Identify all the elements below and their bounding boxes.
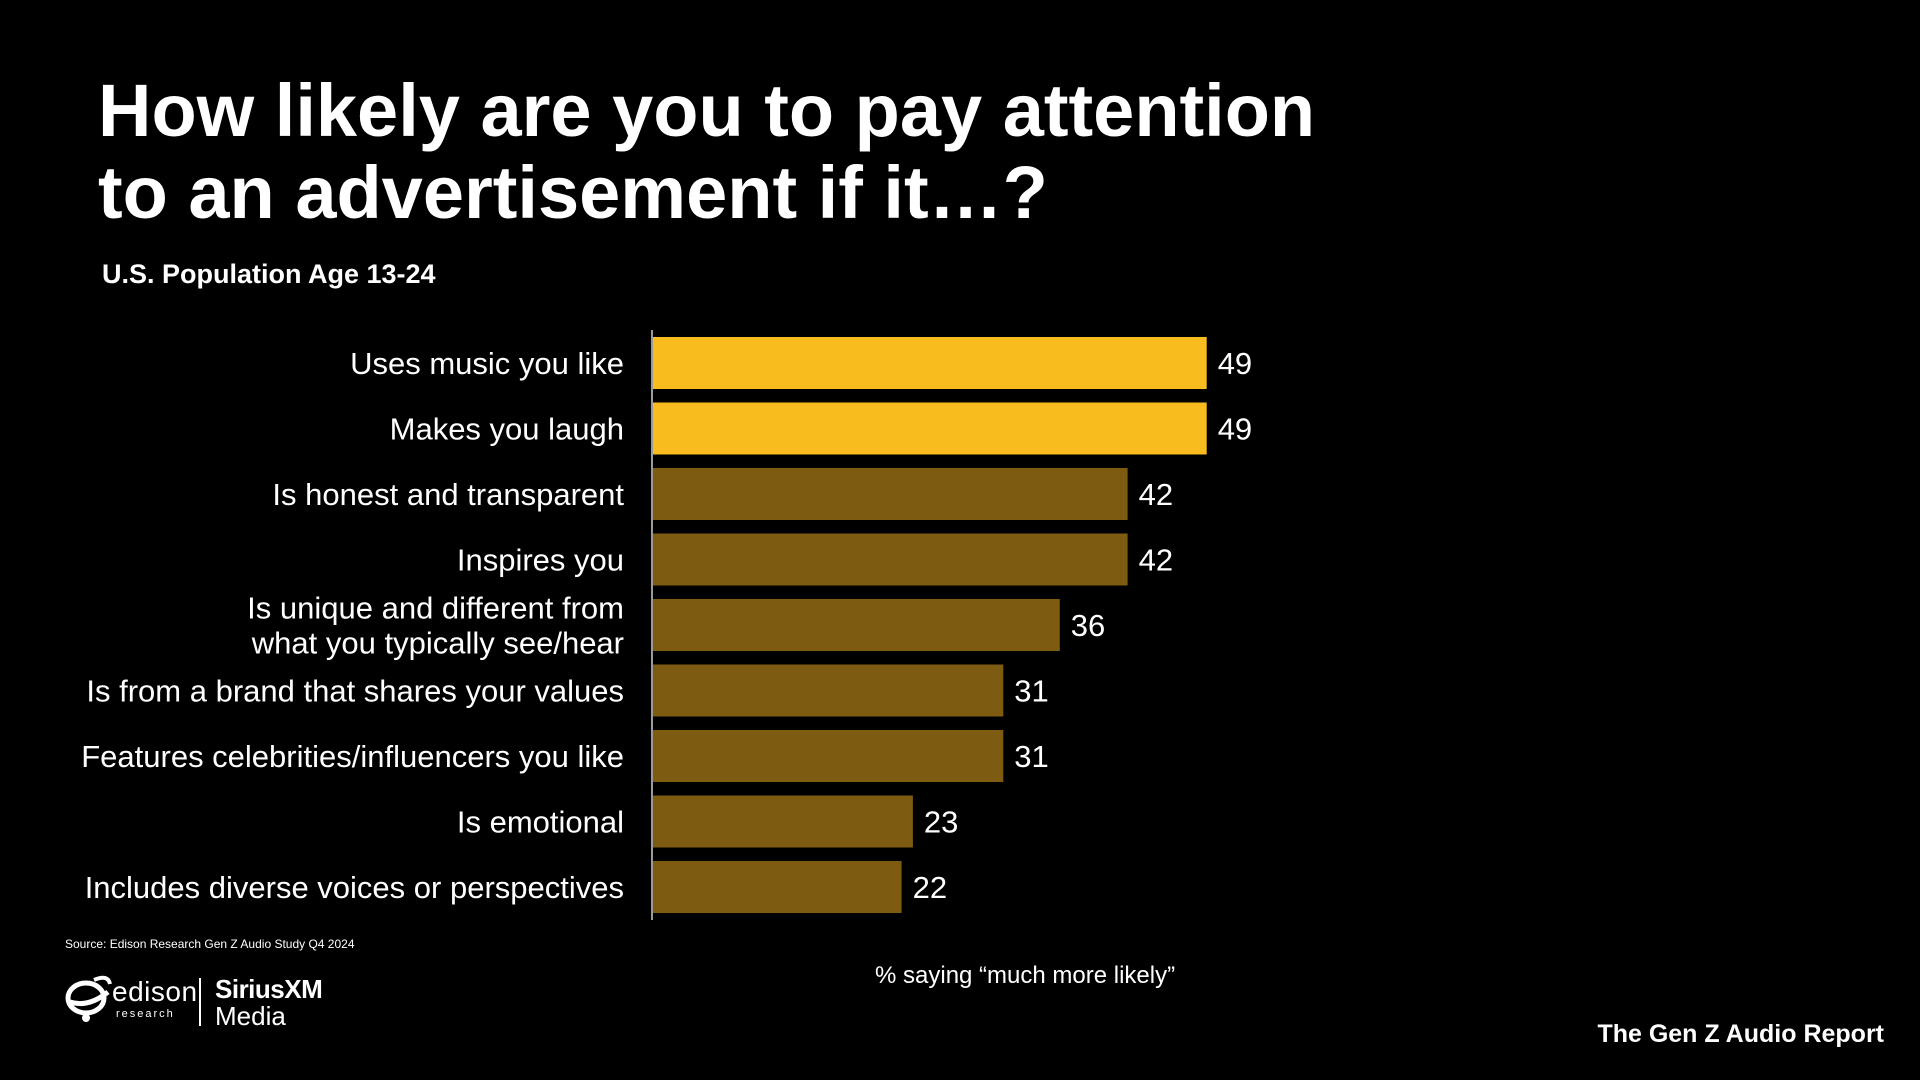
bar xyxy=(653,861,902,913)
title-line-2: to an advertisement if it…? xyxy=(98,151,1048,234)
bar-row: 49 Makes you laugh xyxy=(390,402,1252,455)
x-axis-label: % saying “much more likely” xyxy=(875,962,1176,989)
value-label: 31 xyxy=(1014,674,1048,709)
category-label: Makes you laugh xyxy=(390,412,624,447)
bar-row: 42 Is honest and transparent xyxy=(272,468,1173,520)
bar xyxy=(653,795,913,848)
edison-logo: edison research xyxy=(64,972,214,1028)
bar-row: 22 Includes diverse voices or perspective… xyxy=(85,861,947,913)
edison-logo-subtext: research xyxy=(116,1008,175,1020)
category-label: Features celebrities/influencers you lik… xyxy=(81,739,624,774)
bar xyxy=(653,599,1060,651)
siriusxm-logo-line1: SiriusXM xyxy=(215,974,323,1004)
value-label: 49 xyxy=(1218,412,1252,447)
bar-row: 42 Inspires you xyxy=(457,533,1173,586)
bar-row: 31 Features celebrities/influencers you l… xyxy=(81,730,1049,782)
logo-divider xyxy=(199,978,201,1026)
value-label: 23 xyxy=(924,805,958,840)
bar-chart: 49 Uses music you like 49 Makes you laugh 42… xyxy=(81,330,1252,920)
siriusxm-logo: SiriusXM Media xyxy=(215,974,323,1031)
bar xyxy=(653,337,1207,389)
value-label: 22 xyxy=(913,870,947,905)
edison-logo-text: edison xyxy=(112,976,198,1007)
bar-row: 23 Is emotional xyxy=(457,795,958,848)
bar-row: 49 Uses music you like xyxy=(350,337,1252,389)
category-label: Uses music you like xyxy=(350,346,624,381)
bar xyxy=(653,468,1128,520)
category-label: Includes diverse voices or perspectives xyxy=(85,870,624,905)
category-label: Is emotional xyxy=(457,805,624,840)
category-label: Inspires you xyxy=(457,543,624,578)
value-label: 36 xyxy=(1071,608,1105,643)
chart-subtitle: U.S. Population Age 13-24 xyxy=(102,259,436,289)
category-label: Is honest and transparent xyxy=(272,477,624,512)
report-title: The Gen Z Audio Report xyxy=(1597,1020,1884,1048)
bar xyxy=(653,730,1004,782)
siriusxm-logo-line2: Media xyxy=(215,1001,286,1031)
source-note: Source: Edison Research Gen Z Audio Stud… xyxy=(65,937,355,951)
bar xyxy=(653,533,1128,586)
value-label: 49 xyxy=(1218,346,1252,381)
edison-swirl-icon xyxy=(65,975,112,1022)
category-label: what you typically see/hear xyxy=(251,626,624,661)
value-label: 42 xyxy=(1139,477,1173,512)
bar xyxy=(653,664,1004,717)
bar-row: 31 Is from a brand that shares your value… xyxy=(86,664,1049,717)
category-label: Is from a brand that shares your values xyxy=(86,674,624,709)
value-label: 31 xyxy=(1014,739,1048,774)
category-label: Is unique and different from xyxy=(247,591,624,626)
bar xyxy=(653,402,1207,455)
value-label: 42 xyxy=(1139,543,1173,578)
title-line-1: How likely are you to pay attention xyxy=(98,69,1316,152)
chart-title: How likely are you to pay attention to a… xyxy=(98,70,1498,234)
